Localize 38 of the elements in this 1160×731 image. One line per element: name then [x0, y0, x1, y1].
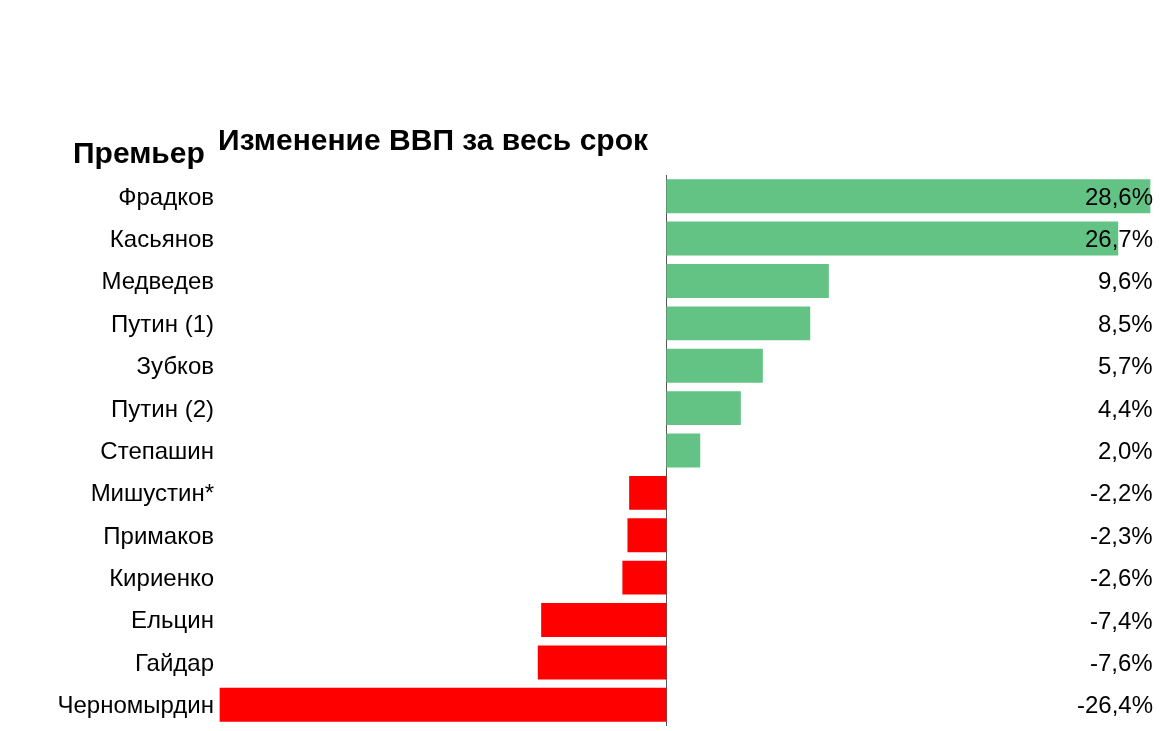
data-label: -7,4% — [1090, 607, 1153, 634]
data-label: -7,6% — [1090, 649, 1153, 676]
y-tick-label: Медведев — [101, 267, 214, 295]
bar — [629, 475, 667, 510]
y-tick-label: Ельцин — [131, 606, 214, 634]
data-label: 4,4% — [1098, 395, 1153, 422]
bar — [627, 518, 667, 553]
y-tick-label: Путин (1) — [111, 309, 214, 337]
bar — [666, 391, 741, 426]
y-tick-label: Зубков — [136, 352, 214, 380]
bar — [541, 603, 667, 637]
y-tick-label: Степашин — [100, 436, 214, 464]
bar — [537, 645, 667, 680]
bar — [666, 179, 1151, 214]
data-label: -2,2% — [1090, 479, 1153, 506]
y-tick-label: Фрадков — [118, 182, 214, 210]
bar — [219, 687, 667, 722]
y-tick-label: Касьянов — [109, 224, 214, 252]
y-tick-label: Черномырдин — [57, 691, 214, 719]
y-tick-label: Гайдар — [134, 648, 214, 676]
bar — [666, 264, 829, 298]
data-label: 9,6% — [1098, 267, 1153, 294]
data-label: -2,3% — [1090, 522, 1153, 549]
y-tick-label: Мишустин* — [90, 479, 214, 507]
y-tick-label: Путин (2) — [111, 394, 214, 422]
data-label: -2,6% — [1090, 564, 1153, 591]
y-tick-label: Примаков — [103, 521, 214, 549]
bar — [666, 348, 763, 383]
chart-title: Изменение ВВП за весь срок — [218, 122, 649, 156]
y-tick-label: Кириенко — [109, 564, 214, 592]
bar — [666, 306, 811, 341]
bar — [622, 560, 667, 595]
data-label: 8,5% — [1098, 310, 1153, 337]
bar — [666, 433, 701, 468]
data-label: 2,0% — [1098, 437, 1153, 464]
data-label: 5,7% — [1098, 352, 1153, 379]
y-axis-title: Премьер — [73, 136, 205, 169]
data-label: -26,4% — [1077, 691, 1154, 718]
